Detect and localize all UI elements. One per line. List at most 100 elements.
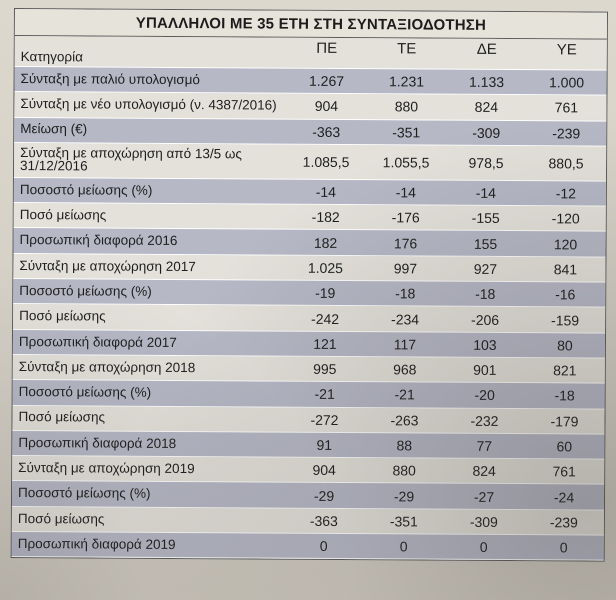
cell-de: -20 — [474, 387, 495, 404]
cell-te: -18 — [395, 285, 416, 302]
table-row: Προσωπική διαφορά 2017 121 117 103 80 — [12, 329, 606, 359]
cell-de: -206 — [471, 311, 500, 328]
cell-te: 88 — [396, 437, 413, 454]
header-col-pe: ΠΕ — [316, 39, 338, 57]
cell-de: -309 — [472, 124, 501, 141]
cell-te: -234 — [391, 310, 420, 327]
cell-te: 176 — [393, 234, 418, 252]
cell-ye: 80 — [557, 337, 573, 354]
row-label: Σύνταξη με αποχώρηση 2019 — [18, 460, 195, 477]
header-category-label: Κατηγορία — [20, 48, 83, 64]
cell-te: 1.231 — [388, 73, 425, 90]
cell-te: 1.055,5 — [382, 154, 430, 171]
cell-pe: 182 — [313, 234, 338, 251]
cell-pe: -242 — [311, 310, 340, 327]
cell-de: 0 — [479, 539, 488, 556]
row-label: Ποσό μείωσης — [19, 207, 107, 223]
cell-ye: 841 — [553, 261, 578, 278]
table-row: Σύνταξη με αποχώρηση 2018 995 968 901 82… — [12, 354, 605, 384]
header-col-de: ΔΕ — [476, 40, 497, 58]
cell-de: 978,5 — [468, 154, 504, 171]
cell-pe: -21 — [314, 386, 335, 403]
cell-te: -263 — [390, 412, 419, 429]
cell-de: -18 — [475, 286, 496, 303]
cell-te: 880 — [392, 462, 416, 479]
table-row: Μείωση (€) -363 -351 -309 -239 — [14, 117, 607, 147]
cell-de: -309 — [469, 513, 498, 530]
cell-te: -29 — [393, 487, 415, 505]
cell-te: -351 — [392, 124, 421, 141]
cell-ye: -159 — [551, 311, 580, 328]
header-col-te: ΤΕ — [397, 40, 417, 58]
table-row: Ποσό μείωσης -363 -351 -309 -239 — [11, 506, 604, 536]
cell-pe: 0 — [319, 538, 328, 555]
row-label: Σύνταξη με αποχώρηση από 13/5 ως 31/12/2… — [19, 145, 243, 174]
cell-te: 0 — [399, 538, 408, 555]
cell-de: -155 — [471, 210, 500, 227]
table-row: Ποσοστό μείωσης (%) -29 -29 -27 -24 — [11, 481, 605, 511]
cell-pe: 121 — [313, 335, 337, 352]
row-label: Ποσοστό μείωσης (%) — [19, 283, 152, 299]
cell-te: -21 — [394, 386, 415, 403]
cell-pe: 904 — [314, 98, 339, 115]
cell-ye: 0 — [559, 539, 568, 556]
table-row: Ποσοστό μείωσης (%) -19 -18 -18 -16 — [13, 279, 606, 308]
table-row: Ποσό μείωσης -242 -234 -206 -159 — [13, 304, 606, 334]
header-col-ye: ΥΕ — [556, 41, 577, 59]
cell-de: 927 — [473, 260, 498, 277]
cell-pe: 91 — [316, 436, 333, 453]
row-label: Σύνταξη με νέο υπολογισμό (ν. 4387/2016) — [20, 96, 277, 113]
table-header-row: Κατηγορία ΠΕ ΤΕ ΔΕ ΥΕ — [14, 36, 607, 71]
cell-ye: -239 — [549, 514, 578, 531]
table-row: Προσωπική διαφορά 2018 91 88 77 60 — [12, 430, 605, 460]
cell-pe: -29 — [313, 487, 335, 504]
cell-pe: -363 — [309, 512, 338, 529]
cell-ye: -24 — [553, 488, 575, 506]
table-row: Σύνταξη με παλιό υπολογισμό 1.267 1.231 … — [14, 67, 607, 96]
cell-de: 103 — [473, 336, 497, 353]
row-label: Ποσό μείωσης — [18, 409, 106, 426]
table-row: Σύνταξη με αποχώρηση από 13/5 ως 31/12/2… — [13, 142, 607, 182]
table-row: Ποσό μείωσης -272 -263 -232 -179 — [12, 405, 605, 435]
row-label: Ποσό μείωσης — [17, 510, 105, 527]
cell-ye: -16 — [555, 286, 576, 303]
table-row: Προσωπική διαφορά 2016 182 176 155 120 — [13, 228, 606, 258]
row-label: Προσωπική διαφορά 2018 — [18, 434, 177, 451]
row-label: Ποσοστό μείωσης (%) — [19, 181, 153, 198]
row-label: Ποσοστό μείωσης (%) — [17, 485, 151, 502]
table-row: Ποσοστό μείωσης (%) -21 -21 -20 -18 — [12, 380, 605, 410]
table-row: Σύνταξη με αποχώρηση 2019 904 880 824 76… — [12, 456, 605, 486]
cell-te: -351 — [389, 513, 418, 530]
cell-ye: 60 — [556, 438, 573, 455]
pension-table: ΥΠΑΛΛΗΛΟΙ ΜΕ 35 ΕΤΗ ΣΤΗ ΣΥΝΤΑΞΙΟΔΟΤΗΣΗ Κ… — [10, 8, 608, 562]
cell-ye: -18 — [554, 387, 575, 404]
cell-ye: 880,5 — [548, 155, 584, 172]
cell-pe: 904 — [312, 462, 336, 479]
cell-ye: 821 — [553, 362, 577, 379]
table-row: Ποσό μείωσης -182 -176 -155 -120 — [13, 203, 606, 233]
cell-pe: -182 — [311, 209, 340, 226]
cell-de: 901 — [473, 361, 497, 379]
cell-pe: -363 — [312, 123, 341, 140]
row-label: Προσωπική διαφορά 2019 — [17, 535, 176, 552]
row-label: Μείωση (€) — [20, 121, 88, 137]
table-row: Σύνταξη με αποχώρηση 2017 1.025 997 927 … — [13, 253, 606, 283]
cell-te: 968 — [393, 361, 417, 378]
row-label: Προσωπική διαφορά 2017 — [18, 333, 177, 350]
cell-pe: 1.025 — [307, 259, 343, 276]
cell-ye: -12 — [555, 185, 577, 202]
cell-pe: -19 — [315, 285, 336, 302]
cell-de: 155 — [473, 235, 498, 252]
cell-ye: -239 — [552, 125, 581, 142]
table-title: ΥΠΑΛΛΗΛΟΙ ΜΕ 35 ΕΤΗ ΣΤΗ ΣΥΝΤΑΞΙΟΔΟΤΗΣΗ — [135, 14, 487, 34]
cell-pe: -272 — [310, 411, 339, 428]
cell-pe: 1.085,5 — [302, 153, 350, 170]
cell-de: 1.133 — [468, 73, 505, 91]
cell-te: -14 — [395, 184, 417, 201]
cell-pe: 995 — [313, 360, 337, 378]
row-label: Σύνταξη με παλιό υπολογισμό — [20, 70, 201, 88]
row-label: Σύνταξη με αποχώρηση 2018 — [18, 358, 196, 375]
cell-ye: -120 — [551, 210, 580, 227]
cell-ye: 761 — [552, 463, 576, 480]
